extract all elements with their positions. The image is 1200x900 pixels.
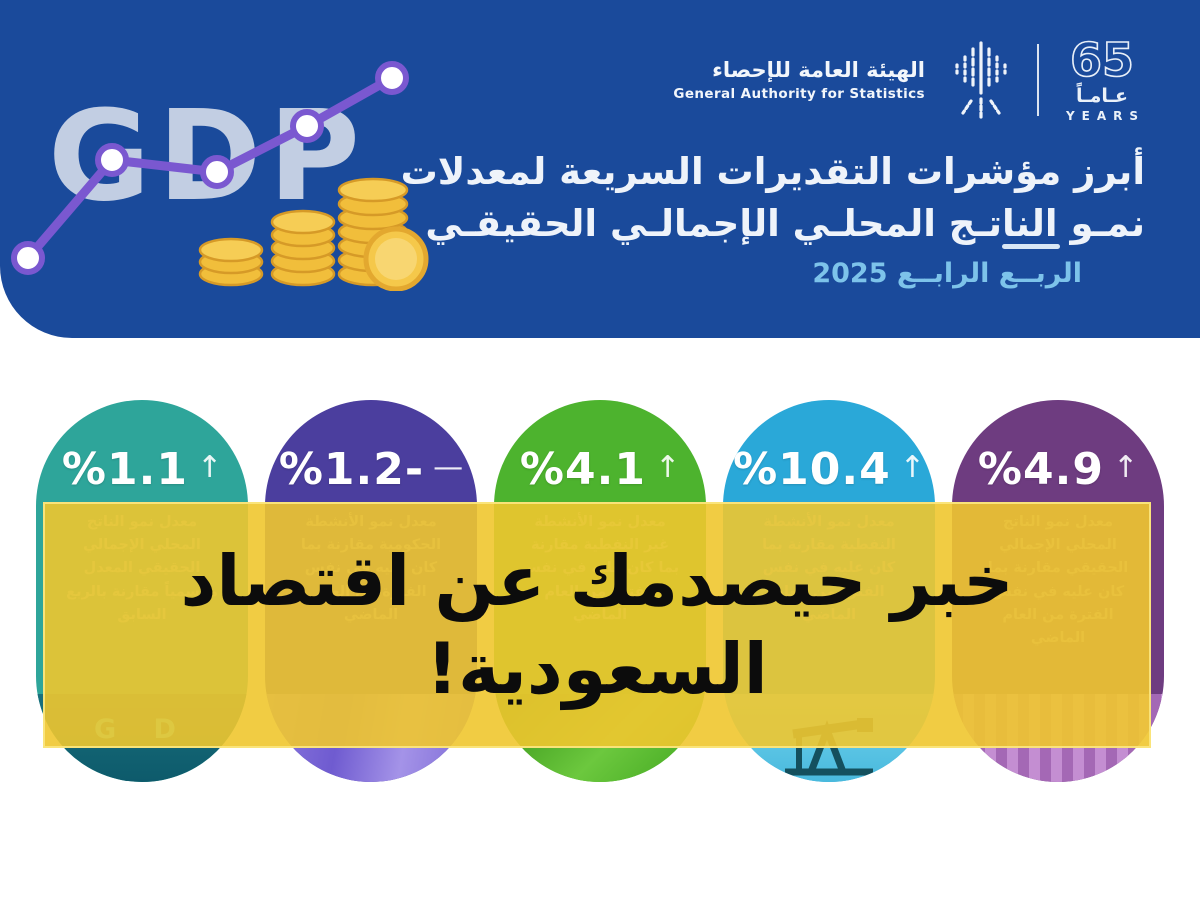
kpi-value: %1.1 <box>61 444 188 495</box>
palm-tree-logo-icon <box>955 41 1007 119</box>
up-arrow-icon: ↑ <box>196 450 223 485</box>
org-name-arabic: الهيئة العامة للإحصاء <box>712 58 925 82</box>
kpi-value-row: %1.1 ↑ <box>36 444 248 495</box>
kpi-value-row: %4.9 ↑ <box>952 444 1164 495</box>
logo-divider <box>1036 44 1039 116</box>
org-name-english: General Authority for Statistics <box>673 86 925 102</box>
page-title: أبرز مؤشرات التقديرات السريعة لمعدلات نم… <box>401 146 1145 250</box>
headline-line-1: خبر حيصدمك عن اقتصاد <box>180 540 1014 622</box>
title-line-2: نمـو الناتـج المحلـي الإجمالـي الحقيقـي <box>425 202 1145 245</box>
kpi-value-row: %1.2- — <box>265 444 477 495</box>
kpi-value-row: %10.4 ↑ <box>723 444 935 495</box>
header-banner: GDP <box>0 0 1200 338</box>
headline-line-2: السعودية! <box>426 628 768 710</box>
up-arrow-icon: ↑ <box>1112 450 1139 485</box>
title-divider <box>1002 244 1060 249</box>
flat-dash-icon: — <box>433 450 464 485</box>
org-names: الهيئة العامة للإحصاء General Authority … <box>673 58 925 102</box>
headline-overlay-banner: خبر حيصدمك عن اقتصاد السعودية! <box>43 502 1151 748</box>
up-arrow-icon: ↑ <box>899 450 925 485</box>
anniversary-english: YEARS <box>1065 109 1145 123</box>
kpi-value: %4.9 <box>977 444 1104 495</box>
up-arrow-icon: ↑ <box>654 450 681 485</box>
gastat-logo-block: الهيئة العامة للإحصاء General Authority … <box>673 34 1145 126</box>
trend-line-chart-icon <box>11 61 409 275</box>
title-line-1: أبرز مؤشرات التقديرات السريعة لمعدلات <box>400 150 1145 193</box>
kpi-value: %10.4 <box>733 444 891 495</box>
anniversary-number: 65 <box>1069 33 1135 87</box>
anniversary-arabic: عـامـاً <box>1075 85 1128 107</box>
anniversary-badge: 65 عـامـاً YEARS <box>1059 33 1145 123</box>
kpi-value-row: %4.1 ↑ <box>494 444 706 495</box>
kpi-value: %4.1 <box>519 444 646 495</box>
coins-icon <box>198 177 429 291</box>
kpi-value: %1.2- <box>278 444 425 495</box>
quarter-label: الربــع الرابــع 2025 <box>812 258 1082 289</box>
